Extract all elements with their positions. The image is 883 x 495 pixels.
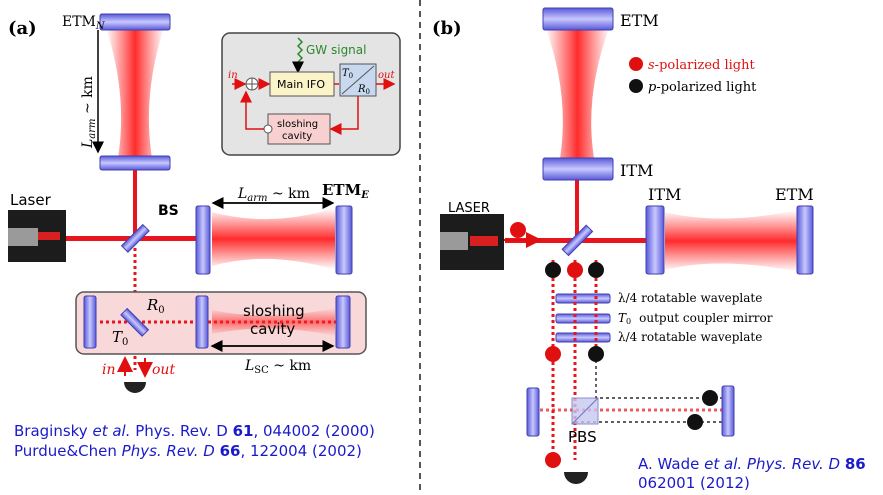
in-label: in (102, 362, 116, 378)
sc-left-mirror (83, 295, 97, 349)
inset-out-label: out (378, 70, 395, 81)
bs-label: BS (158, 203, 179, 219)
s-pol-marker (510, 222, 526, 238)
l-sc-label: L (244, 358, 254, 374)
out-label: out (152, 362, 175, 378)
t0-label: T (112, 328, 123, 346)
l-arm-horizontal-label: L (237, 186, 247, 202)
b-itm-top-mirror (542, 157, 614, 181)
gw-signal-label: GW signal (306, 43, 366, 57)
svg-text:s-polarized light: s-polarized light (648, 58, 755, 73)
svg-text:sloshing: sloshing (277, 119, 318, 130)
b-etm-right-mirror (796, 205, 814, 275)
vertical-beam (133, 158, 137, 240)
b-itm-top-label: ITM (620, 161, 653, 180)
b-vertical-arm-beam (545, 26, 610, 158)
svg-text:T0: T0 (342, 68, 353, 80)
svg-text:R0: R0 (357, 84, 370, 96)
b-etm-top-label: ETM (620, 11, 659, 30)
photodetector-b (564, 472, 588, 484)
sc-beam-splitter (120, 307, 150, 337)
legend-s-label: s (648, 58, 655, 73)
waveplate-2 (555, 332, 611, 343)
svg-text:Larm ~ km: Larm ~ km (80, 76, 98, 149)
waveplate-1-label: λ/4 rotatable waveplate (618, 291, 762, 305)
b-horizontal-arm-beam (665, 210, 798, 272)
inset-in-label: in (228, 70, 238, 81)
ref-wade-line1: A. Wade et al. Phys. Rev. D 86 (638, 455, 866, 473)
svg-text:p-polarized light: p-polarized light (648, 80, 757, 95)
itm-e-mirror (195, 205, 211, 275)
itm-n-mirror (99, 155, 171, 171)
b-laser-label: LASER (448, 201, 490, 216)
b-itm-right-label: ITM (648, 185, 681, 204)
ref-braginsky: Braginsky et al. Phys. Rev. D 61, 044002… (14, 422, 375, 440)
coupler-mirror (555, 313, 611, 324)
panel-a (8, 13, 401, 393)
b-etm-top-mirror (542, 7, 614, 31)
panel-b-label: (b) (432, 18, 462, 39)
east-arm-beam (212, 208, 335, 270)
main-ifo-label: Main IFO (277, 78, 325, 91)
laser-label: Laser (10, 191, 52, 209)
r0-label: R (146, 296, 158, 314)
photodetector-a (124, 382, 146, 393)
laser-danger-label (38, 232, 60, 240)
ref-purdue-chen: Purdue&Chen Phys. Rev. D 66, 122004 (200… (14, 442, 362, 460)
etm-n-mirror (99, 13, 171, 31)
etm-e-label: ETM (322, 181, 361, 199)
sloshing-label-1: sloshing (243, 302, 305, 320)
b-right-mirror (721, 385, 735, 437)
svg-text:ETMN: ETMN (62, 14, 106, 32)
svg-text:T0: T0 (112, 328, 128, 348)
l-arm-vertical-label: L (80, 139, 96, 149)
panel-b (440, 7, 814, 484)
b-itm-right-mirror (645, 205, 665, 275)
laser-aperture (8, 228, 38, 246)
legend-p-label: p (648, 80, 657, 95)
waveplate-2-label: λ/4 rotatable waveplate (618, 330, 762, 344)
etm-e-mirror (335, 205, 353, 275)
sc-itm-mirror (195, 295, 209, 349)
sloshing-label-2: cavity (250, 320, 295, 338)
gw-squiggle (296, 37, 304, 63)
b-etm-right-label: ETM (775, 185, 814, 204)
svg-text:ETME: ETME (322, 181, 369, 201)
waveplate-1 (555, 293, 611, 304)
ref-wade-line2: 062001 (2012) (638, 474, 750, 492)
north-arm-beam (106, 28, 164, 158)
svg-text:R0: R0 (146, 296, 165, 316)
panel-a-label: (a) (8, 18, 37, 39)
etm-n-label: ETM (62, 14, 96, 30)
b-beam-splitter (561, 224, 594, 257)
svg-text:Larm ~ km: Larm ~ km (237, 186, 310, 204)
b-left-mirror (526, 387, 540, 437)
svg-text:LSC ~ km: LSC ~ km (244, 358, 311, 376)
beam-splitter (120, 223, 150, 253)
sc-etm-mirror (335, 295, 351, 349)
svg-text:cavity: cavity (282, 131, 312, 142)
coupler-label: T (618, 311, 627, 325)
pbs-label: PBS (568, 428, 597, 446)
